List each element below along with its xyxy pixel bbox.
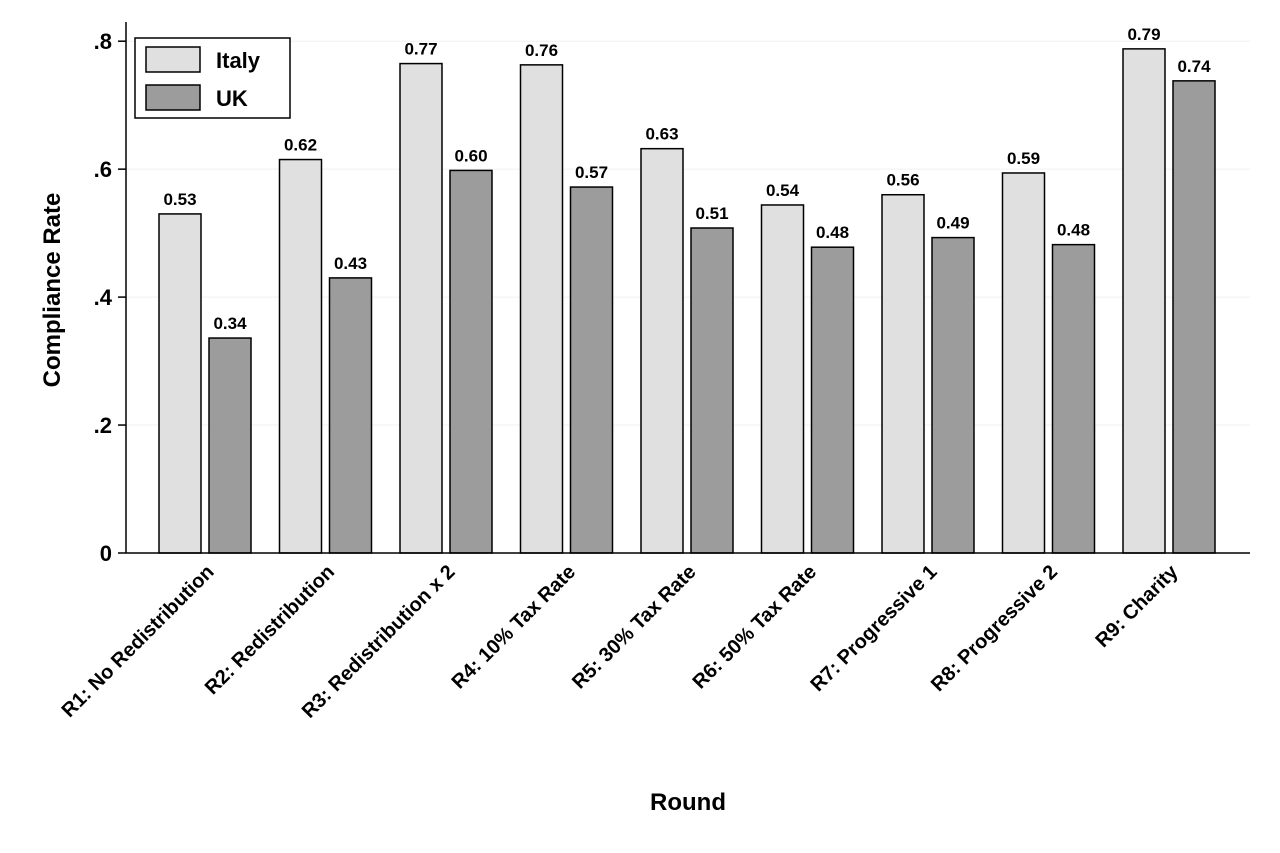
bar-italy-r5 xyxy=(640,147,684,554)
bar-uk-r8 xyxy=(1051,243,1096,554)
data-label: 0.43 xyxy=(334,254,367,273)
axes xyxy=(125,22,1250,554)
data-label: 0.53 xyxy=(163,190,196,209)
y-tick-label: 0 xyxy=(100,541,112,566)
bar-italy-r4 xyxy=(519,64,564,554)
data-label: 0.79 xyxy=(1127,25,1160,44)
bar-uk-r2 xyxy=(328,277,373,554)
x-axis-title: Round xyxy=(650,789,726,816)
data-labels: 0.53 0.34 0.62 0.43 0.77 0.60 0.76 0.57 0.63 0.51… xyxy=(163,25,1211,333)
legend-label-uk: UK xyxy=(216,86,248,111)
bars xyxy=(158,48,1216,554)
legend: Italy UK xyxy=(134,37,291,119)
data-label: 0.60 xyxy=(454,146,487,165)
legend-swatch-uk xyxy=(145,84,201,111)
bar-uk-r3 xyxy=(449,169,493,554)
bar-italy-r8 xyxy=(1001,172,1046,554)
data-label: 0.49 xyxy=(936,214,969,233)
data-label: 0.34 xyxy=(213,314,247,333)
y-tick-label: .6 xyxy=(94,157,112,182)
data-label: 0.59 xyxy=(1007,149,1040,168)
data-label: 0.56 xyxy=(886,171,919,190)
y-tick-label: .4 xyxy=(94,285,113,310)
data-label: 0.51 xyxy=(695,204,728,223)
data-label: 0.74 xyxy=(1177,57,1211,76)
data-label: 0.62 xyxy=(284,136,317,155)
data-label: 0.77 xyxy=(404,40,437,59)
bar-italy-r3 xyxy=(399,62,443,554)
bar-uk-r6 xyxy=(810,246,855,554)
bar-uk-r1 xyxy=(208,337,252,554)
bar-uk-r7 xyxy=(931,236,975,554)
bar-italy-r7 xyxy=(881,193,925,554)
legend-label-italy: Italy xyxy=(216,48,261,73)
bar-uk-r5 xyxy=(690,227,734,554)
y-axis-title: Compliance Rate xyxy=(39,193,66,388)
y-tick-label: .2 xyxy=(94,413,112,438)
bar-uk-r9 xyxy=(1172,80,1216,554)
bar-italy-r2 xyxy=(278,158,323,554)
data-label: 0.48 xyxy=(1057,221,1090,240)
bar-uk-r4 xyxy=(569,186,614,554)
data-label: 0.76 xyxy=(525,41,558,60)
legend-swatch-italy xyxy=(145,46,201,73)
y-tick-label: .8 xyxy=(94,29,112,54)
data-label: 0.48 xyxy=(816,223,849,242)
data-label: 0.63 xyxy=(645,125,678,144)
data-label: 0.54 xyxy=(766,181,800,200)
bar-italy-r1 xyxy=(158,213,202,554)
y-tick-labels: 0 .2 .4 .6 .8 xyxy=(94,29,126,566)
bar-italy-r6 xyxy=(760,204,805,554)
bar-italy-r9 xyxy=(1122,48,1166,554)
data-label: 0.57 xyxy=(575,163,608,182)
